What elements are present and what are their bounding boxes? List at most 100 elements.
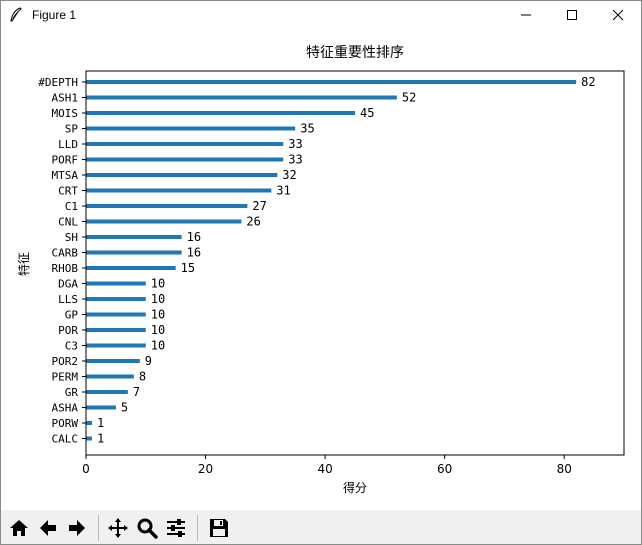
back-button[interactable] [35,514,61,542]
forward-button[interactable] [64,514,90,542]
bar [86,235,182,239]
pan-icon [108,518,128,538]
bar [86,188,272,193]
y-tick-label: POR [58,324,78,337]
data-label: 10 [151,339,165,353]
y-tick-label: CALC [52,433,79,446]
data-label: 5 [121,401,128,415]
bar [86,266,176,270]
y-tick-label: DGA [58,278,78,291]
save-button[interactable] [206,514,232,542]
x-tick-label: 40 [317,462,332,476]
y-tick-label: CRT [58,185,78,198]
back-icon [40,520,56,536]
bar [86,126,296,131]
data-label: 10 [151,308,165,322]
data-label: 45 [360,106,374,120]
bar [86,405,116,410]
data-label: 32 [282,168,296,182]
bar [86,250,182,255]
y-tick-label: PORW [52,417,79,430]
data-label: 10 [151,323,165,337]
y-tick-label: CARB [52,247,79,260]
data-label: 27 [252,199,266,213]
y-tick-label: PORF [52,154,79,167]
x-tick-label: 80 [557,462,572,476]
y-axis-label: 特征 [16,252,31,276]
bar [86,111,355,115]
data-label: 26 [246,215,260,229]
data-label: 31 [276,184,290,198]
data-label: 10 [151,292,165,306]
home-button[interactable] [6,514,32,542]
data-label: 33 [288,153,302,167]
bar [86,374,134,379]
data-label: 16 [187,230,201,244]
forward-icon [69,520,85,536]
zoom-button[interactable] [134,514,160,542]
maximize-button[interactable] [549,1,595,29]
bar-chart: 特征重要性排序 特征 得分 82524535333332312726161615… [16,45,625,495]
bar [86,328,146,332]
bar [86,312,146,317]
bar [86,142,284,146]
bar [86,80,577,84]
y-tick-label: PERM [52,371,79,384]
plot-area-frame [85,70,625,456]
y-tick-label: #DEPTH [38,76,78,89]
data-label: 1 [97,416,104,430]
close-button[interactable] [595,1,641,29]
data-label: 52 [402,91,416,105]
data-label: 16 [187,246,201,260]
bar [86,343,146,348]
y-tick-label: GR [65,386,79,399]
bar [86,297,146,301]
navigation-toolbar [1,510,641,544]
pan-button[interactable] [105,514,131,542]
configure-subplots-icon [167,519,185,537]
y-tick-label: C3 [65,340,78,353]
data-label: 82 [581,75,595,89]
window-title: Figure 1 [32,8,77,22]
y-tick-label: GP [65,309,79,322]
bar [86,219,242,224]
data-label: 10 [151,277,165,291]
y-tick-label: LLD [58,138,78,151]
toolbar-separator [98,515,99,541]
zoom-icon [137,518,158,539]
y-tick-label: CNL [58,216,78,229]
chart-title: 特征重要性排序 [306,45,404,61]
x-tick-label: 20 [198,462,213,476]
y-tick-label: POR2 [52,355,79,368]
data-label: 8 [139,370,146,384]
data-label: 35 [300,122,314,136]
y-tick-label: C1 [65,200,78,213]
y-tick-label: MTSA [52,169,79,182]
bar [86,204,248,208]
y-tick-label: LLS [58,293,78,306]
y-tick-label: MOIS [52,107,79,120]
y-tick-label: SP [65,123,79,136]
bar [86,421,92,425]
bar [86,157,284,162]
data-label: 1 [97,432,104,446]
data-label: 15 [181,261,195,275]
data-label: 7 [133,385,140,399]
bar [86,173,278,177]
feather-icon [9,7,23,23]
y-tick-label: ASHA [52,402,79,415]
x-axis-label: 得分 [343,480,367,495]
y-tick-label: SH [65,231,78,244]
data-label: 33 [288,137,302,151]
home-icon [10,520,28,536]
bar [86,390,128,394]
x-tick-label: 0 [82,462,90,476]
title-bar: Figure 1 [1,1,641,29]
y-tick-label: ASH1 [52,92,79,105]
bar [86,95,397,100]
configure-subplots-button[interactable] [163,514,189,542]
figure-canvas: 特征重要性排序 特征 得分 82 52 45 35 33 33 32 31 27 26 16 16 15… [1,30,641,508]
minimize-button[interactable] [503,1,549,29]
bar [86,359,140,363]
